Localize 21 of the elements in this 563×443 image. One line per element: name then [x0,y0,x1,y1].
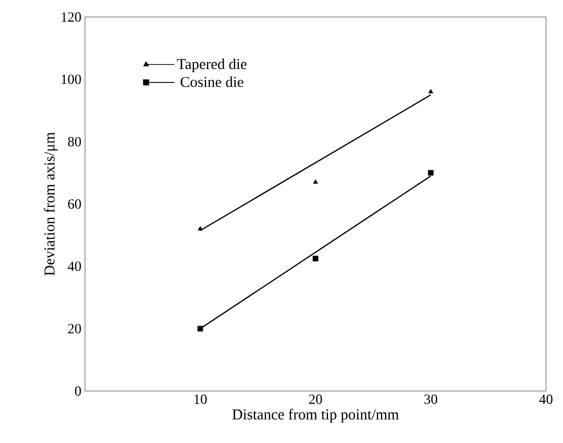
y-tick-label: 60 [68,199,81,209]
x-tick-label: 20 [309,394,322,404]
legend-label: Cosine die [180,76,244,88]
y-tick-label: 120 [62,12,81,22]
y-tick-label: 20 [68,324,81,334]
point [197,326,204,332]
point [312,256,318,262]
x-axis-title: Distance from tip point/mm [232,408,399,423]
y-tick-label: 0 [75,386,81,396]
point [428,89,434,94]
y-tick-label: 80 [68,136,81,146]
point [313,179,318,184]
y-tick-label: 40 [68,262,81,272]
point [198,226,203,230]
legend-label: Tapered die [177,58,246,72]
y-tick-label: 100 [62,74,81,84]
x-tick-label: 10 [194,394,207,404]
point [428,170,434,176]
x-tick-label: 40 [539,394,552,404]
y-axis-title: Deviation from axis/μm [44,132,58,276]
x-tick-label: 30 [424,394,438,404]
